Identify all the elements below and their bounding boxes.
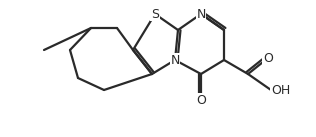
Text: S: S: [151, 8, 159, 21]
Text: OH: OH: [271, 83, 290, 96]
Text: N: N: [196, 8, 206, 21]
Text: O: O: [263, 52, 273, 65]
Text: O: O: [196, 93, 206, 106]
Text: N: N: [170, 54, 180, 66]
